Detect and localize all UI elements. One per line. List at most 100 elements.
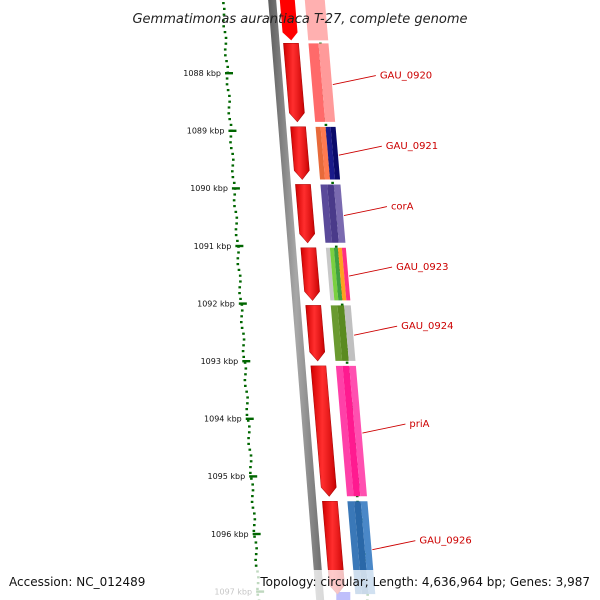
skew-dot xyxy=(238,286,242,289)
ruler-label: 1089 kbp xyxy=(187,127,225,136)
ruler-tick xyxy=(235,244,244,248)
skew-dot xyxy=(250,500,254,503)
skew-dot xyxy=(246,396,249,399)
skew-dot xyxy=(225,77,229,80)
gene-label[interactable]: corA xyxy=(391,202,414,213)
feature-band xyxy=(325,126,336,180)
feature-band xyxy=(308,43,326,122)
skew-dot xyxy=(245,390,248,393)
gene-label[interactable]: GAU_0921 xyxy=(386,141,438,152)
skew-dot xyxy=(242,338,246,341)
skew-dot xyxy=(249,454,253,457)
feature-band xyxy=(330,126,341,180)
ruler-tick xyxy=(252,532,261,536)
skew-dot xyxy=(226,65,230,68)
skew-dot xyxy=(253,535,256,538)
skew-dot xyxy=(251,495,254,498)
skew-dot xyxy=(232,199,236,202)
accession-label: Accession: NC_012489 xyxy=(9,575,145,589)
ruler-tick xyxy=(242,360,251,363)
skew-dot xyxy=(345,361,349,364)
skew-dot xyxy=(225,60,228,63)
gene-arrow-shading xyxy=(283,43,305,122)
skew-dot xyxy=(222,25,225,28)
genome-backbone xyxy=(268,0,325,600)
gene-arrow-shading xyxy=(290,126,310,180)
ruler-tick xyxy=(228,129,237,132)
ruler-label: 1096 kbp xyxy=(211,530,249,539)
gene-arrow-shading xyxy=(310,365,337,497)
skew-dot xyxy=(248,425,251,428)
ruler-tick xyxy=(231,187,240,190)
skew-dot xyxy=(245,408,249,411)
skew-dot xyxy=(250,477,253,480)
map-title: Gemmatimonas aurantiaca T-27, complete g… xyxy=(132,12,467,27)
ruler-label: 1094 kbp xyxy=(204,415,242,424)
skew-dot xyxy=(242,332,245,335)
skew-dot xyxy=(254,558,257,561)
skew-dot xyxy=(222,2,225,5)
skew-dot xyxy=(255,547,258,550)
gene-label[interactable]: GAU_0920 xyxy=(380,71,432,82)
feature-band xyxy=(320,184,333,243)
skew-dot xyxy=(241,350,245,353)
feature-band xyxy=(330,305,343,361)
skew-dot xyxy=(242,355,246,358)
ruler-label: 1092 kbp xyxy=(197,299,235,308)
skew-dot xyxy=(239,297,242,300)
feature-band xyxy=(344,305,356,361)
skew-dot xyxy=(231,152,234,155)
skew-dot xyxy=(246,419,250,422)
skew-dot xyxy=(249,460,253,463)
skew-dot xyxy=(232,181,236,184)
skew-dot xyxy=(324,123,328,126)
gene-label[interactable]: GAU_0924 xyxy=(401,321,453,332)
gene-label[interactable]: priA xyxy=(409,419,429,430)
skew-dot xyxy=(254,541,258,544)
kbp-ruler: 1088 kbp 1089 kbp 1090 kbp 1091 kbp 1092 kbp… xyxy=(183,69,265,596)
skew-dot xyxy=(247,437,250,440)
gene-leader-line xyxy=(372,540,416,551)
skew-dot xyxy=(237,251,240,254)
skew-dot xyxy=(227,112,231,115)
skew-dot xyxy=(243,361,247,364)
feature-band xyxy=(329,247,339,301)
gene-labels[interactable]: GAU_0920 GAU_0921 corA GAU_0923 GAU_0924 priA… xyxy=(332,71,472,551)
gene-label[interactable]: GAU_0923 xyxy=(396,262,448,273)
skew-dot xyxy=(239,280,242,283)
skew-dot xyxy=(222,7,226,10)
feature-band xyxy=(337,247,347,301)
skew-dot xyxy=(228,100,231,103)
gene-arrow-shading xyxy=(300,247,320,301)
feature-band xyxy=(327,184,339,243)
skew-dot xyxy=(231,176,235,179)
skew-dot xyxy=(222,13,226,16)
skew-dot xyxy=(224,42,228,45)
skew-dot xyxy=(225,83,229,86)
gene-leader-line xyxy=(343,206,388,217)
skew-dot xyxy=(253,512,256,515)
feature-band xyxy=(318,43,336,122)
skew-dot xyxy=(251,483,254,486)
ruler-label: 1095 kbp xyxy=(207,472,245,481)
feature-band xyxy=(325,247,335,301)
gene-arrow-partial[interactable] xyxy=(279,0,298,41)
ruler-label: 1088 kbp xyxy=(183,69,221,78)
skew-dot xyxy=(237,268,241,271)
skew-dot xyxy=(331,181,334,184)
skew-dot xyxy=(222,19,225,22)
skew-dot xyxy=(244,367,248,370)
skew-dot xyxy=(239,321,243,324)
gene-leader-line xyxy=(332,75,376,86)
ruler-tick xyxy=(238,302,247,305)
gene-label[interactable]: GAU_0926 xyxy=(419,536,471,547)
skew-dot xyxy=(249,466,252,469)
ruler-label: 1093 kbp xyxy=(201,357,239,366)
ruler-tick xyxy=(245,417,254,420)
feature-band-partial xyxy=(304,0,329,41)
ruler-tick xyxy=(225,72,233,75)
skew-dot xyxy=(253,518,257,521)
skew-dot xyxy=(229,141,232,144)
skew-dot xyxy=(244,384,247,387)
